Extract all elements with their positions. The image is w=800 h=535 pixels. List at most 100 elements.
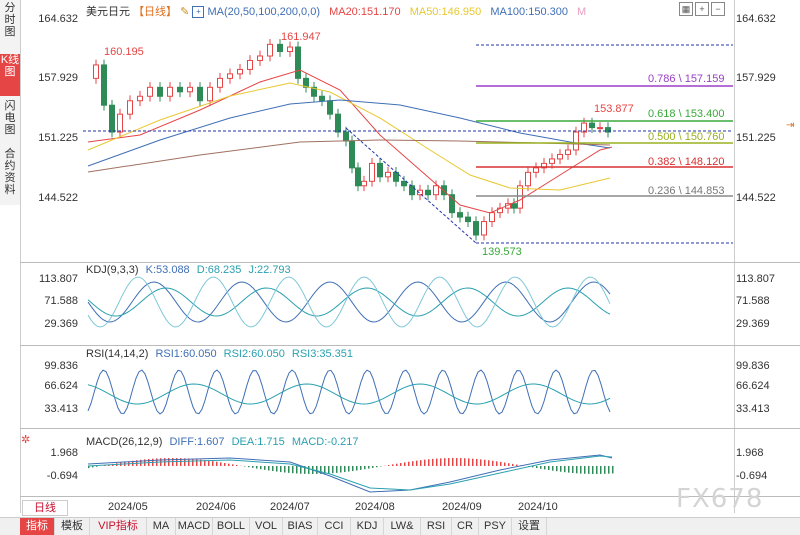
- candle-body: [362, 181, 367, 185]
- candle-body: [574, 132, 579, 150]
- tab-bias[interactable]: BIAS: [283, 518, 318, 535]
- macd-bar: [448, 458, 450, 466]
- macd-bar: [476, 459, 478, 466]
- candle-body: [268, 44, 273, 56]
- macd-bar: [452, 458, 454, 466]
- macd-bar: [480, 459, 482, 466]
- candle-body: [458, 213, 463, 217]
- candle-body: [228, 74, 233, 78]
- rsi-tick: 99.836: [736, 360, 770, 372]
- macd-bar: [336, 466, 338, 473]
- kdj-title: KDJ(9,3,3): [86, 264, 139, 276]
- candle-body: [394, 172, 399, 181]
- tab-boll[interactable]: BOLL: [213, 518, 250, 535]
- candle-body: [188, 87, 193, 91]
- tab-vol[interactable]: VOL: [250, 518, 283, 535]
- macd-bar: [460, 458, 462, 466]
- macd-bar: [308, 466, 310, 474]
- rsi2-value: RSI2:60.050: [224, 348, 285, 360]
- macd-bar: [228, 464, 230, 466]
- tab-psy[interactable]: PSY: [479, 518, 512, 535]
- macd-bar: [568, 466, 570, 473]
- price-tick-left: 164.632: [22, 13, 78, 25]
- kdj-tick-left: 113.807: [22, 273, 78, 285]
- macd-bar: [608, 466, 610, 474]
- rsi-tick-left: 66.624: [22, 380, 78, 392]
- rsi-title: RSI(14,14,2): [86, 348, 148, 360]
- macd-tick: -0.694: [736, 470, 767, 482]
- kdj-tick-left: 71.588: [22, 295, 78, 307]
- macd-bar: [496, 461, 498, 466]
- rsi3-value: RSI3:35.351: [292, 348, 353, 360]
- price-tick: 164.632: [736, 13, 776, 25]
- candle-body: [328, 101, 333, 114]
- tab-ma[interactable]: MA: [147, 518, 176, 535]
- candle-body: [356, 168, 361, 186]
- macd-title: MACD(26,12,9): [86, 436, 162, 448]
- macd-bar: [376, 466, 378, 467]
- macd-bar: [564, 466, 566, 472]
- candle-body: [350, 141, 355, 168]
- period-selector[interactable]: 日线: [22, 500, 68, 516]
- macd-bar: [368, 466, 370, 469]
- macd-bar: [544, 466, 546, 469]
- macd-bar: [232, 464, 234, 466]
- tab-macd[interactable]: MACD: [176, 518, 213, 535]
- price-tick: 151.225: [736, 132, 776, 144]
- candle-body: [512, 204, 517, 208]
- candle-body: [336, 114, 341, 132]
- macd-settings-icon[interactable]: ✲: [21, 433, 30, 446]
- macd-bar: [536, 466, 538, 468]
- macd-bar: [296, 466, 298, 473]
- macd-bar: [272, 466, 274, 471]
- tab-kdj[interactable]: KDJ: [351, 518, 384, 535]
- annotation-low: 139.573: [482, 246, 522, 258]
- rsi-tick-left: 33.413: [22, 403, 78, 415]
- macd-bar: [280, 466, 282, 472]
- macd-bar: [552, 466, 554, 471]
- macd-bar: [196, 459, 198, 466]
- tab-lwr[interactable]: LW&: [384, 518, 421, 535]
- date-tick: 2024/09: [442, 501, 482, 513]
- tab-cci[interactable]: CCI: [318, 518, 351, 535]
- kdj-d-value: D:68.235: [197, 264, 242, 276]
- tab-rsi[interactable]: RSI: [421, 518, 452, 535]
- rsi2-line: [88, 384, 610, 404]
- candle-body: [490, 213, 495, 222]
- macd-bar: [188, 459, 190, 466]
- kdj-j-value: J:22.793: [248, 264, 290, 276]
- macd-bar: [504, 463, 506, 466]
- tab-indicators[interactable]: 指标: [20, 518, 55, 535]
- date-tick: 2024/08: [355, 501, 395, 513]
- candle-body: [178, 87, 183, 91]
- macd-lines: [88, 455, 612, 492]
- macd-bar: [360, 466, 362, 470]
- candle-body: [434, 186, 439, 195]
- macd-dea-value: DEA:1.715: [232, 436, 285, 448]
- candle-body: [442, 186, 447, 195]
- date-tick: 2024/10: [518, 501, 558, 513]
- candle-body: [258, 56, 263, 60]
- macd-bar: [276, 466, 278, 472]
- candle-body: [208, 87, 213, 100]
- tab-vip-indicators[interactable]: VIP指标: [90, 518, 147, 535]
- candle-body: [296, 47, 301, 78]
- candle-body: [482, 222, 487, 235]
- watermark-logo: FX678: [676, 484, 763, 514]
- macd-bar: [292, 466, 294, 473]
- annotation-high1: 160.195: [104, 46, 144, 58]
- tab-cr[interactable]: CR: [452, 518, 479, 535]
- tab-settings[interactable]: 设置: [512, 518, 547, 535]
- macd-bar: [220, 462, 222, 466]
- candle-body: [534, 168, 539, 172]
- rsi-lines: [88, 370, 610, 414]
- macd-bar: [408, 462, 410, 466]
- candle-body: [550, 159, 555, 163]
- macd-bar: [584, 466, 586, 474]
- tab-templates[interactable]: 模板: [55, 518, 90, 535]
- macd-bar: [248, 466, 250, 467]
- macd-bar: [436, 459, 438, 466]
- price-tick-left: 151.225: [22, 132, 78, 144]
- candle-body: [248, 60, 253, 69]
- rsi1-line: [88, 370, 610, 414]
